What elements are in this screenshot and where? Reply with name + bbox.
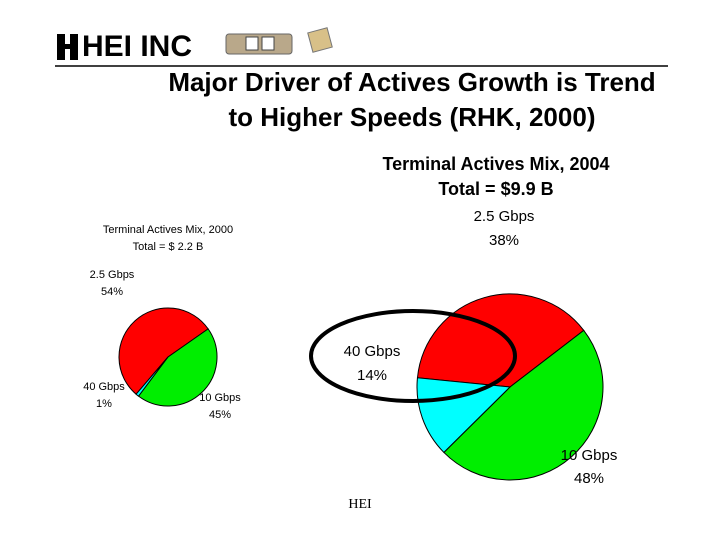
slice-label: 2.5 Gbps: [474, 208, 535, 225]
pie-slice: [137, 328, 218, 407]
charts: Terminal Actives Mix, 2000 Total = $ 2.2 …: [83, 154, 617, 487]
pie-subtitle: Total = $ 2.2 B: [133, 241, 204, 253]
slice-label: 40 Gbps: [344, 343, 401, 360]
pie-slice: [416, 377, 512, 454]
highlight-oval: [309, 309, 517, 403]
slide-title: to Higher Speeds (RHK, 2000): [229, 102, 596, 132]
pie-slice: [443, 329, 604, 481]
slice-label: 10 Gbps: [561, 447, 618, 464]
value-label: 54%: [101, 286, 123, 298]
value-label: 14%: [357, 367, 387, 384]
slice-label: 10 Gbps: [199, 392, 241, 404]
value-label: 38%: [489, 232, 519, 249]
pie-subtitle: Total = $9.9 B: [438, 179, 553, 199]
footer: HEI: [348, 497, 372, 512]
value-label: 1%: [96, 398, 112, 410]
pie-title: Terminal Actives Mix, 2004: [382, 154, 609, 174]
pie-slice: [135, 356, 169, 397]
pie-slice: [118, 307, 209, 395]
slice-label: 2.5 Gbps: [90, 269, 135, 281]
slide-title: Major Driver of Actives Growth is Trend: [168, 67, 655, 97]
value-label: 48%: [574, 470, 604, 487]
value-label: 45%: [209, 409, 231, 421]
pie-title: Terminal Actives Mix, 2000: [103, 224, 233, 236]
logo-text: HEI INC: [82, 30, 192, 63]
logo: HEI INC: [55, 27, 668, 67]
slice-label: 40 Gbps: [83, 381, 125, 393]
